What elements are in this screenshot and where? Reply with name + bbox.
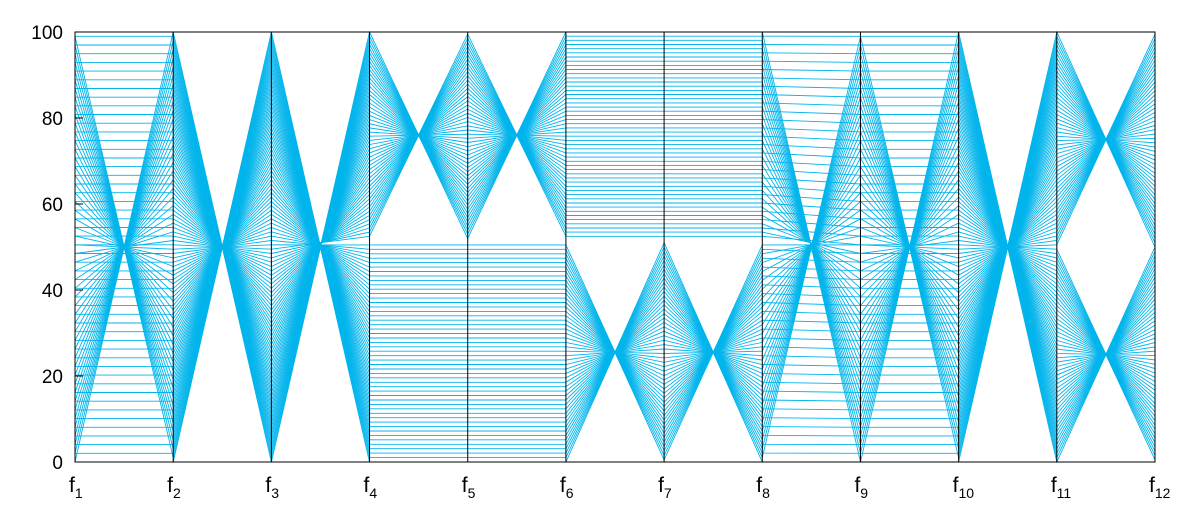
data-line	[75, 102, 1156, 390]
axis-label-f7: f7	[658, 474, 672, 501]
data-line	[74, 96, 1156, 396]
axis-label-f4: f4	[364, 474, 378, 501]
data-line	[74, 87, 1156, 404]
data-line	[75, 82, 1156, 411]
data-line	[74, 34, 1156, 459]
data-line	[75, 93, 1156, 399]
data-line	[75, 108, 1156, 382]
data-line	[75, 108, 1156, 385]
y-tick-label: 40	[42, 281, 63, 302]
data-line	[74, 42, 1156, 452]
y-tick-label: 60	[42, 195, 63, 216]
data-line	[75, 64, 1156, 428]
data-line	[74, 51, 1156, 444]
data-line	[74, 60, 1156, 434]
axis-label-f8: f8	[756, 474, 770, 501]
data-line	[74, 55, 1156, 438]
data-line	[75, 73, 1156, 420]
data-line	[74, 106, 1156, 386]
data-line	[75, 49, 1156, 443]
data-line	[74, 104, 1156, 387]
axis-label-f10: f10	[953, 474, 975, 501]
data-line	[75, 56, 1156, 437]
data-line	[75, 91, 1156, 400]
data-line	[74, 129, 1156, 361]
data-line	[74, 81, 1156, 412]
data-line	[74, 47, 1156, 446]
data-line	[74, 121, 1156, 373]
data-line	[74, 30, 1156, 464]
data-line	[75, 125, 1156, 365]
data-line	[74, 54, 1156, 439]
data-line	[75, 66, 1156, 426]
data-line	[75, 51, 1156, 442]
axis-label-f5: f5	[462, 474, 476, 501]
data-line	[75, 68, 1156, 425]
data-line	[75, 33, 1156, 460]
x-axis: f1 f2 f3 f4 f5 f6 f7 f8 f9 f10 f11 f12	[69, 474, 1171, 501]
axis-label-f2: f2	[167, 474, 181, 501]
data-line	[74, 121, 1156, 370]
data-line	[75, 38, 1156, 457]
y-tick-label: 0	[52, 453, 63, 474]
plot-frame	[74, 31, 1156, 463]
axis-label-f9: f9	[854, 474, 868, 501]
data-line	[74, 123, 1156, 368]
y-tick-label: 20	[42, 367, 63, 388]
data-line	[75, 58, 1156, 435]
axis-label-f11: f11	[1051, 474, 1072, 501]
polyline-group	[74, 30, 1156, 464]
data-line	[75, 30, 1156, 463]
data-line	[74, 62, 1156, 430]
data-line	[75, 76, 1156, 416]
data-line	[75, 60, 1156, 434]
data-line	[74, 43, 1156, 450]
data-line	[74, 72, 1156, 421]
data-line	[75, 83, 1156, 409]
data-line	[75, 100, 1156, 391]
data-line	[75, 133, 1156, 357]
data-line	[74, 34, 1156, 461]
data-line	[74, 113, 1156, 381]
axis-label-f12: f12	[1149, 474, 1171, 501]
data-line	[75, 43, 1156, 451]
y-tick-label: 100	[31, 23, 63, 44]
data-line	[74, 70, 1156, 421]
data-line	[75, 110, 1156, 381]
data-line	[75, 48, 1156, 446]
data-line	[74, 79, 1156, 413]
data-line	[75, 85, 1156, 408]
data-line	[74, 131, 1156, 359]
data-line	[74, 104, 1156, 390]
data-line	[75, 100, 1156, 393]
data-line	[75, 41, 1156, 452]
data-line	[74, 97, 1156, 394]
y-tick-label: 80	[42, 109, 63, 130]
data-line	[75, 34, 1156, 460]
data-line	[74, 37, 1156, 456]
data-line	[74, 78, 1156, 416]
data-line	[74, 112, 1156, 378]
data-line	[74, 130, 1156, 364]
data-line	[75, 127, 1156, 364]
data-line	[74, 45, 1156, 448]
data-line	[75, 91, 1156, 402]
axis-label-f1: f1	[69, 474, 83, 501]
y-axis: 0 20 40 60 80 100	[31, 23, 83, 474]
data-line	[75, 75, 1156, 417]
data-line	[74, 89, 1156, 403]
axis-label-f3: f3	[265, 474, 279, 501]
data-line	[74, 114, 1156, 377]
data-line	[75, 119, 1156, 373]
data-line	[74, 64, 1156, 430]
axis-label-f6: f6	[560, 474, 574, 501]
data-line	[74, 39, 1156, 455]
data-line	[75, 117, 1156, 374]
plot-border	[74, 31, 1156, 463]
data-line	[74, 52, 1156, 442]
data-line	[75, 126, 1156, 367]
